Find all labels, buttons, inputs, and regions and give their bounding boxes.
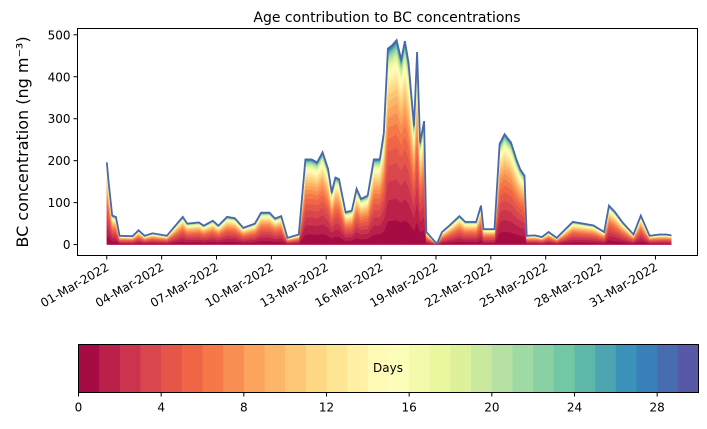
plot-area [105,38,672,246]
colorbar-swatch-3 [140,344,162,393]
colorbar-tick-label: 20 [484,401,499,415]
colorbar-swatch-13 [347,344,369,393]
colorbar-swatch-14 [367,344,389,393]
y-tick-label: 500 [48,28,71,42]
y-axis-label: BC concentration (ng m⁻³) [13,36,32,247]
colorbar-swatch-21 [512,344,534,393]
colorbar-swatch-2 [119,344,141,393]
y-tick-label: 300 [48,112,71,126]
colorbar-tick-label: 24 [567,401,582,415]
colorbar-swatch-12 [326,344,348,393]
colorbar-swatch-18 [450,344,472,393]
colorbar: 0 4 8 12 16 20 24 28 [75,344,699,415]
colorbar-frame [78,344,699,393]
x-axis: 01-Mar-202204-Mar-202207-Mar-202210-Mar-… [38,255,660,310]
colorbar-swatch-7 [223,344,245,393]
colorbar-swatch-8 [243,344,265,393]
y-axis: 0 100 200 300 400 500 [48,28,78,252]
colorbar-swatch-4 [161,344,183,393]
colorbar-swatch-28 [657,344,679,393]
colorbar-swatch-11 [305,344,327,393]
colorbar-swatch-27 [636,344,658,393]
y-tick-label: 0 [63,238,71,252]
y-tick-label: 100 [48,196,71,210]
colorbar-swatch-9 [264,344,286,393]
colorbar-swatch-17 [429,344,451,393]
colorbar-swatch-16 [409,344,431,393]
colorbar-swatch-23 [553,344,575,393]
colorbar-swatch-24 [574,344,596,393]
colorbar-swatch-29 [677,344,699,393]
colorbar-swatch-6 [202,344,224,393]
colorbar-swatch-0 [78,344,100,393]
total-line [105,38,672,246]
colorbar-swatch-26 [615,344,637,393]
colorbar-swatch-25 [595,344,617,393]
y-tick-label: 200 [48,154,71,168]
colorbar-tick-label: 0 [75,401,83,415]
colorbar-swatch-1 [99,344,121,393]
y-tick-label: 400 [48,70,71,84]
colorbar-tick-label: 28 [650,401,665,415]
colorbar-tick-label: 4 [157,401,165,415]
colorbar-tick-label: 12 [319,401,334,415]
colorbar-swatch-15 [388,344,410,393]
colorbar-swatch-19 [471,344,493,393]
colorbar-label: Days [373,361,403,375]
colorbar-tick-label: 16 [402,401,417,415]
plot-frame [77,28,698,256]
colorbar-swatch-22 [533,344,555,393]
colorbar-tick-label: 8 [240,401,248,415]
chart-title: Age contribution to BC concentrations [253,10,520,26]
colorbar-swatch-5 [181,344,203,393]
colorbar-swatch-10 [285,344,307,393]
colorbar-swatch-20 [491,344,513,393]
